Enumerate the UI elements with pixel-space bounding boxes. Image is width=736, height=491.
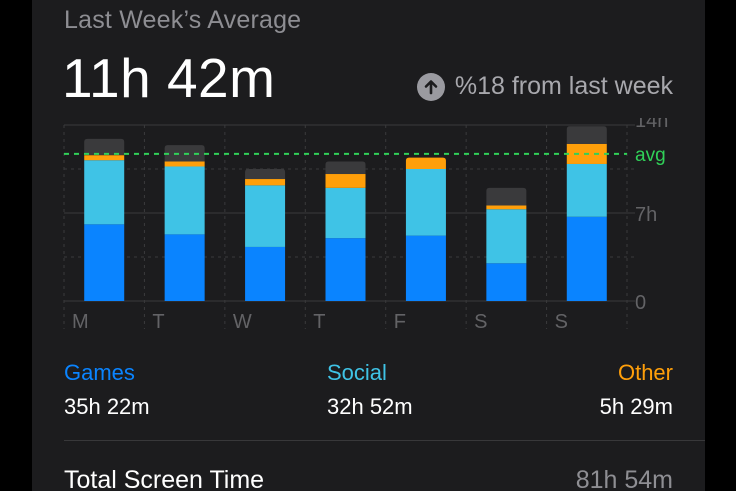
day-label: S: [555, 311, 568, 333]
screen-time-card: Last Week’s Average 11h 42m %18 from las…: [32, 0, 705, 491]
bar-segment-social: [164, 166, 205, 235]
bar-segment-games: [325, 238, 366, 301]
bar-segment-remainder: [84, 138, 125, 156]
day-label: F: [394, 311, 406, 333]
legend-other-value: 5h 29m: [599, 394, 673, 419]
bar-segment-other: [84, 155, 125, 161]
bar-segment-games: [164, 234, 205, 301]
bar-segment-social: [566, 163, 607, 217]
legend-social-label: Social: [327, 360, 387, 385]
day-label: M: [72, 311, 89, 333]
bar-segment-games: [566, 216, 607, 301]
bar-segment-remainder: [566, 126, 607, 144]
bar-segment-games: [405, 235, 446, 301]
average-line-label: avg: [635, 145, 666, 166]
total-screen-time-row[interactable]: Total Screen Time 81h 54m: [64, 466, 673, 491]
legend-other-label: Other: [617, 360, 673, 385]
total-label: Total Screen Time: [64, 466, 265, 491]
y-tick-label: 0: [635, 292, 646, 314]
week-change-indicator: %18 from last week: [416, 72, 673, 101]
week-change-text: %18 from last week: [454, 72, 673, 100]
y-tick-label: 7h: [635, 204, 657, 226]
bar-segment-other: [164, 161, 205, 167]
legend-games-label: Games: [64, 360, 135, 385]
bar-segment-remainder: [325, 161, 366, 175]
bar-segment-social: [486, 209, 527, 264]
legend-games-value: 35h 22m: [64, 394, 150, 419]
card-subtitle: Last Week’s Average: [64, 6, 302, 34]
day-label: W: [233, 311, 252, 333]
day-label: S: [474, 311, 487, 333]
y-tick-label: 14h: [635, 118, 668, 132]
bar-segment-remainder: [245, 169, 286, 180]
bar-segment-other: [486, 205, 527, 210]
bar-segment-other: [245, 179, 286, 186]
arrow-up-circle-icon: [416, 72, 445, 101]
legend-item-social[interactable]: Social 32h 52m: [327, 360, 413, 420]
day-label: T: [152, 311, 164, 333]
day-label: T: [313, 311, 325, 333]
total-value: 81h 54m: [575, 466, 673, 491]
section-divider: [64, 440, 705, 441]
legend-item-other[interactable]: Other 5h 29m: [600, 360, 673, 420]
legend-item-games[interactable]: Games 35h 22m: [64, 360, 150, 420]
bar-segment-social: [84, 160, 125, 225]
bar-segment-social: [325, 187, 366, 239]
bar-segment-social: [245, 185, 286, 247]
category-legend: Games 35h 22m Social 32h 52m Other 5h 29…: [32, 360, 705, 430]
bar-segment-games: [245, 246, 286, 301]
bar-segment-other: [405, 157, 446, 169]
bar-segment-games: [486, 263, 527, 301]
weekly-average-value: 11h 42m: [62, 47, 276, 109]
bar-segment-other: [325, 174, 366, 188]
legend-social-value: 32h 52m: [327, 394, 413, 419]
bar-segment-games: [84, 224, 125, 301]
bar-segment-remainder: [486, 187, 527, 206]
bar-segment-social: [405, 169, 446, 236]
